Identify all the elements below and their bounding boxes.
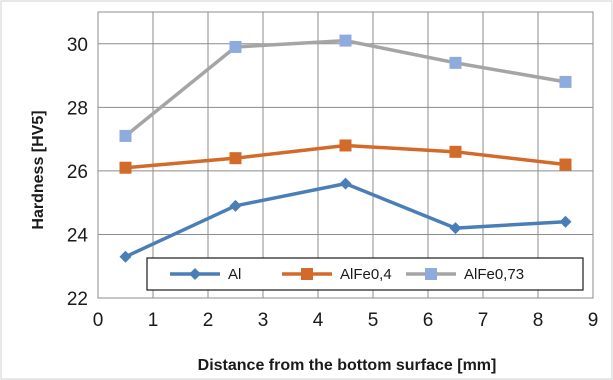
data-point-al-3 — [449, 222, 462, 235]
legend-label: Al — [228, 266, 241, 283]
x-tick-label-3: 3 — [258, 310, 269, 331]
data-point-alfe0-73-3 — [449, 56, 462, 69]
series-layer — [119, 34, 572, 263]
legend-swatch-marker — [189, 268, 201, 280]
x-tick-label-2: 2 — [203, 310, 214, 331]
y-axis-title: Hardness [HV5] — [30, 110, 47, 229]
x-tick-label-4: 4 — [313, 310, 324, 331]
series-alfe0-73 — [119, 34, 572, 142]
data-point-al-4 — [559, 215, 572, 228]
tick-labels: 0 1 2 3 4 5 6 7 8 9 22 24 26 28 30 — [67, 35, 598, 331]
y-tick-label-4: 30 — [67, 35, 88, 56]
legend-label: AlFe0,73 — [464, 266, 524, 283]
legend-swatch-marker — [425, 268, 437, 280]
legend-entry-al: Al — [170, 266, 241, 283]
data-point-al-2 — [339, 177, 352, 190]
data-point-alfe0-73-0 — [119, 129, 132, 142]
data-point-alfe0-4-1 — [229, 152, 242, 165]
x-tick-label-5: 5 — [368, 310, 379, 331]
series-al — [119, 177, 572, 263]
legend-label: AlFe0,4 — [340, 266, 392, 283]
legend-entry-alfe0-73: AlFe0,73 — [406, 266, 524, 283]
data-point-alfe0-4-2 — [339, 139, 352, 152]
data-point-alfe0-73-1 — [229, 40, 242, 53]
x-tick-label-6: 6 — [423, 310, 434, 331]
legend-swatch-marker — [301, 268, 313, 280]
legend: Al AlFe0,4 AlFe0,73 — [146, 257, 584, 291]
x-tick-label-0: 0 — [93, 310, 104, 331]
x-tick-label-1: 1 — [148, 310, 159, 331]
x-tick-label-8: 8 — [533, 310, 544, 331]
x-tick-label-9: 9 — [588, 310, 599, 331]
data-point-alfe0-4-0 — [119, 161, 132, 174]
series-alfe0-4 — [119, 139, 572, 174]
x-tick-label-7: 7 — [478, 310, 489, 331]
data-point-alfe0-4-3 — [449, 145, 462, 158]
x-axis-title: Distance from the bottom surface [mm] — [198, 357, 497, 374]
data-point-alfe0-73-4 — [559, 75, 572, 88]
data-point-al-0 — [119, 250, 132, 263]
y-tick-label-2: 26 — [67, 162, 88, 183]
data-point-alfe0-4-4 — [559, 158, 572, 171]
plot-area-border — [97, 11, 594, 299]
y-tick-label-1: 24 — [67, 225, 89, 246]
data-point-al-1 — [229, 199, 242, 212]
legend-entry-alfe0-4: AlFe0,4 — [282, 266, 392, 283]
y-tick-label-0: 22 — [67, 289, 88, 310]
data-point-alfe0-73-2 — [339, 34, 352, 47]
y-tick-label-3: 28 — [67, 98, 88, 119]
